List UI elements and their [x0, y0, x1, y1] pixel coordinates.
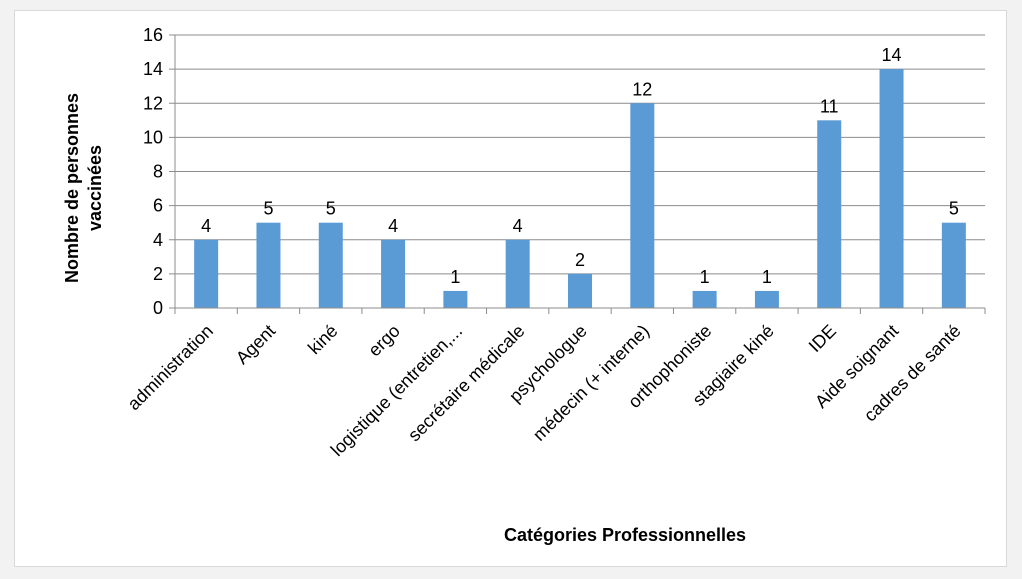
bar: [692, 290, 717, 308]
y-tick-label: 10: [143, 127, 163, 147]
bar: [817, 120, 842, 308]
y-axis-title-line-1: Nombre de personnes: [62, 93, 82, 283]
data-label: 5: [326, 199, 336, 219]
x-axis-title: Catégories Professionnelles: [504, 525, 746, 545]
category-label: ergo: [364, 321, 404, 361]
category-label: Agent: [232, 321, 279, 368]
category-label: médecin (+ interne): [529, 321, 653, 445]
category-label: secrétaire médicale: [404, 321, 529, 446]
bar: [630, 103, 655, 308]
data-label: 1: [762, 267, 772, 287]
data-label: 1: [700, 267, 710, 287]
bar: [941, 222, 966, 308]
data-label: 1: [450, 267, 460, 287]
y-axis-ticks: 0 2 4 6 8 10 12 14 16: [143, 25, 176, 318]
data-label: 5: [263, 199, 273, 219]
category-label: administration: [124, 321, 217, 414]
bar: [505, 239, 530, 308]
bar: [443, 290, 468, 308]
y-tick-label: 4: [153, 230, 163, 250]
bar: [256, 222, 281, 308]
bar: [879, 69, 904, 308]
data-label: 4: [513, 216, 523, 236]
data-label: 2: [575, 250, 585, 270]
y-tick-label: 8: [153, 162, 163, 182]
data-label: 11: [820, 96, 839, 116]
bar: [754, 290, 779, 308]
bar: [318, 222, 343, 308]
category-label: IDE: [805, 321, 840, 356]
y-tick-label: 16: [143, 25, 163, 45]
data-label: 4: [388, 216, 398, 236]
category-label: kiné: [304, 321, 341, 358]
y-axis-title-line-2: vaccinées: [85, 145, 105, 231]
data-label: 5: [949, 199, 959, 219]
data-label: 4: [201, 216, 211, 236]
x-axis: [174, 307, 986, 314]
data-label: 14: [882, 45, 902, 65]
bars: [194, 69, 966, 308]
bar: [381, 239, 406, 308]
data-label: 12: [632, 79, 652, 99]
bar: [194, 239, 219, 308]
y-tick-label: 14: [143, 59, 163, 79]
y-tick-label: 2: [153, 264, 163, 284]
y-tick-label: 12: [143, 93, 163, 113]
gridlines: [175, 34, 985, 275]
y-tick-label: 6: [153, 196, 163, 216]
bar: [568, 273, 592, 308]
y-tick-label: 0: [153, 298, 163, 318]
